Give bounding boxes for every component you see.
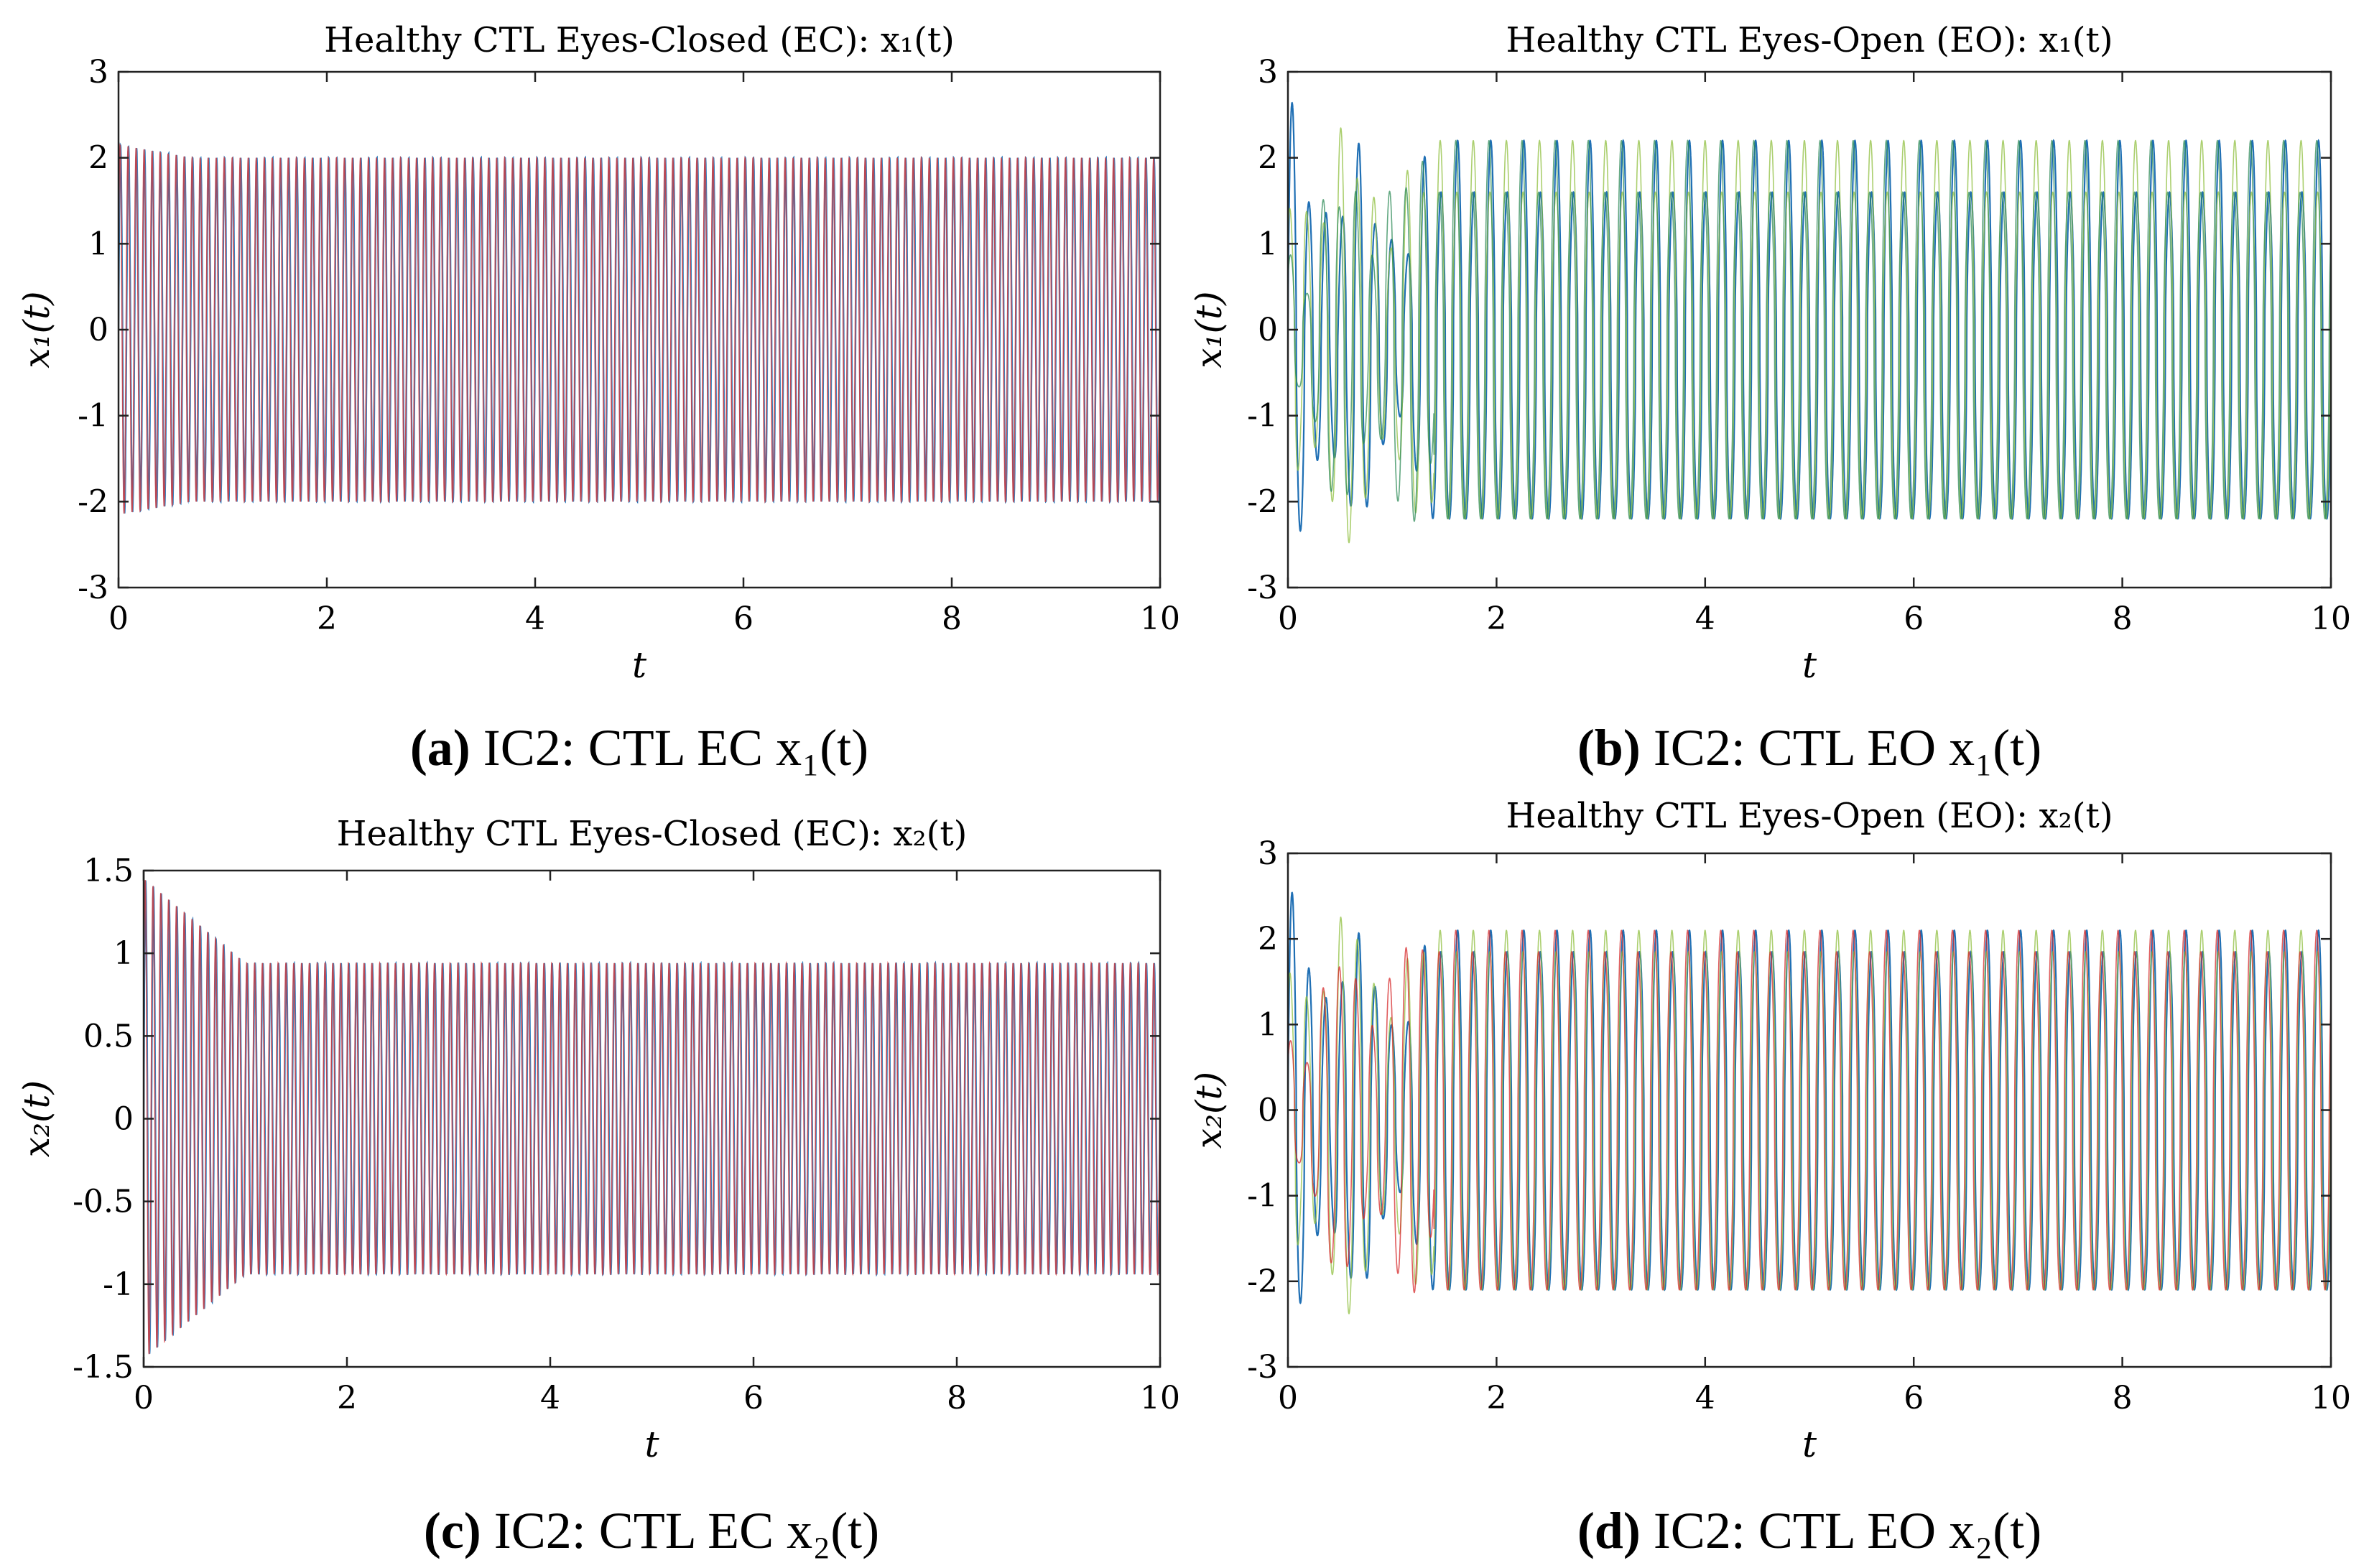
y-tick-label: 0.5 bbox=[83, 1018, 134, 1054]
series-line-3 bbox=[1288, 139, 2331, 522]
panel-caption: (b) IC2: CTL EO x₁(t) bbox=[1577, 719, 2041, 776]
y-tick-label: -2 bbox=[1247, 483, 1278, 520]
y-tick-label: 1.5 bbox=[83, 853, 134, 889]
x-tick-label: 4 bbox=[1695, 600, 1715, 637]
y-tick-label: 3 bbox=[1258, 835, 1278, 872]
x-tick-label: 6 bbox=[1904, 600, 1924, 637]
y-tick-label: 3 bbox=[88, 54, 108, 91]
caption-text: IC2: CTL EO x₂(t) bbox=[1641, 1502, 2041, 1559]
x-tick-label: 10 bbox=[1140, 600, 1180, 637]
chart-title: Healthy CTL Eyes-Open (EO): x₂(t) bbox=[1506, 796, 2113, 836]
caption-text: IC2: CTL EC x₁(t) bbox=[470, 719, 868, 776]
panel-caption: (d) IC2: CTL EO x₂(t) bbox=[1577, 1502, 2041, 1559]
y-tick-label: 1 bbox=[88, 226, 108, 262]
y-tick-label: 0 bbox=[113, 1101, 134, 1138]
x-tick-label: 6 bbox=[743, 1380, 764, 1416]
series-line-3 bbox=[119, 143, 1160, 514]
x-tick-label: 10 bbox=[2311, 1380, 2351, 1416]
y-tick-label: -1 bbox=[103, 1266, 134, 1303]
y-tick-label: 3 bbox=[1258, 54, 1278, 91]
series-line-1 bbox=[1288, 891, 2331, 1304]
x-axis-label: t bbox=[1802, 644, 1817, 686]
y-tick-label: 1 bbox=[1258, 226, 1278, 262]
chart-title: Healthy CTL Eyes-Closed (EC): x₂(t) bbox=[337, 814, 968, 854]
y-tick-label: -1 bbox=[1247, 398, 1278, 435]
x-tick-label: 8 bbox=[942, 600, 962, 637]
panel-a: 0 2 4 6 8 10 -3 -2 -1 0 1 2 3 Healthy CTL Eyes-Closed… bbox=[16, 20, 1180, 776]
y-tick-label: -1 bbox=[1247, 1178, 1278, 1215]
x-tick-label: 8 bbox=[2113, 600, 2133, 637]
y-tick-label: -1.5 bbox=[73, 1349, 134, 1386]
series-line-3 bbox=[1288, 929, 2331, 1294]
caption-text: IC2: CTL EO x₁(t) bbox=[1641, 719, 2041, 776]
x-tick-label: 10 bbox=[2311, 600, 2351, 637]
x-tick-label: 0 bbox=[1278, 1380, 1298, 1416]
y-tick-label: -3 bbox=[78, 570, 108, 606]
x-tick-label: 4 bbox=[540, 1380, 560, 1416]
series-line-1 bbox=[1288, 101, 2331, 532]
y-tick-label: 2 bbox=[88, 140, 108, 177]
series-line-3 bbox=[144, 880, 1160, 1355]
y-tick-label: 0 bbox=[1258, 312, 1278, 348]
x-tick-label: 4 bbox=[1695, 1380, 1715, 1416]
y-tick-label: 0 bbox=[88, 312, 108, 348]
y-axis-label: x₁(t) bbox=[16, 291, 57, 368]
x-tick-label: 0 bbox=[108, 600, 129, 637]
caption-letter: (a) bbox=[410, 719, 470, 776]
panel-b: 0 2 4 6 8 10 -3 -2 -1 0 1 2 3 Healthy CTL Eyes-Open (… bbox=[1188, 20, 2351, 776]
y-tick-label: -2 bbox=[78, 483, 108, 520]
panel-c: 0 2 4 6 8 10 -1.5 -1 -0.5 0 0.5 1 1.5 Healthy CTL Eye… bbox=[16, 814, 1180, 1559]
x-tick-label: 2 bbox=[337, 1380, 357, 1416]
y-tick-label: 0 bbox=[1258, 1093, 1278, 1129]
caption-text: IC2: CTL EC x₂(t) bbox=[481, 1502, 879, 1559]
y-tick-label: 1 bbox=[1258, 1006, 1278, 1043]
series-line-2 bbox=[1288, 127, 2331, 544]
x-tick-label: 8 bbox=[2113, 1380, 2133, 1416]
x-tick-label: 8 bbox=[947, 1380, 967, 1416]
x-tick-label: 10 bbox=[1140, 1380, 1180, 1416]
panel-caption: (c) IC2: CTL EC x₂(t) bbox=[424, 1502, 879, 1559]
chart-title: Healthy CTL Eyes-Closed (EC): x₁(t) bbox=[324, 20, 955, 60]
chart-title: Healthy CTL Eyes-Open (EO): x₁(t) bbox=[1506, 20, 2113, 60]
x-tick-label: 2 bbox=[1486, 1380, 1506, 1416]
x-axis-label: t bbox=[644, 1424, 659, 1465]
y-tick-label: 2 bbox=[1258, 140, 1278, 177]
y-tick-label: 2 bbox=[1258, 921, 1278, 957]
y-tick-label: -0.5 bbox=[73, 1184, 134, 1220]
y-tick-label: -3 bbox=[1247, 1349, 1278, 1386]
y-axis-label: x₁(t) bbox=[1188, 291, 1230, 368]
x-axis-label: t bbox=[632, 644, 647, 686]
panel-d: 0 2 4 6 8 10 -3 -2 -1 0 1 2 3 Healthy CTL Eyes-Open (… bbox=[1188, 796, 2351, 1559]
y-tick-label: -1 bbox=[78, 398, 108, 435]
caption-letter: (d) bbox=[1577, 1502, 1641, 1559]
x-tick-label: 6 bbox=[1904, 1380, 1924, 1416]
series-line-2 bbox=[1288, 916, 2331, 1315]
y-tick-label: -2 bbox=[1247, 1263, 1278, 1300]
x-tick-label: 2 bbox=[317, 600, 337, 637]
caption-letter: (c) bbox=[424, 1502, 481, 1559]
x-tick-label: 6 bbox=[733, 600, 754, 637]
y-axis-label: x₂(t) bbox=[16, 1080, 57, 1157]
x-axis-label: t bbox=[1802, 1424, 1817, 1465]
x-tick-label: 2 bbox=[1486, 600, 1506, 637]
y-tick-label: 1 bbox=[113, 935, 134, 972]
x-tick-label: 0 bbox=[134, 1380, 154, 1416]
y-axis-label: x₂(t) bbox=[1188, 1072, 1230, 1149]
panel-caption: (a) IC2: CTL EC x₁(t) bbox=[410, 719, 868, 776]
x-tick-label: 0 bbox=[1278, 600, 1298, 637]
y-tick-label: -3 bbox=[1247, 570, 1278, 606]
caption-letter: (b) bbox=[1577, 719, 1641, 776]
x-tick-label: 4 bbox=[525, 600, 545, 637]
